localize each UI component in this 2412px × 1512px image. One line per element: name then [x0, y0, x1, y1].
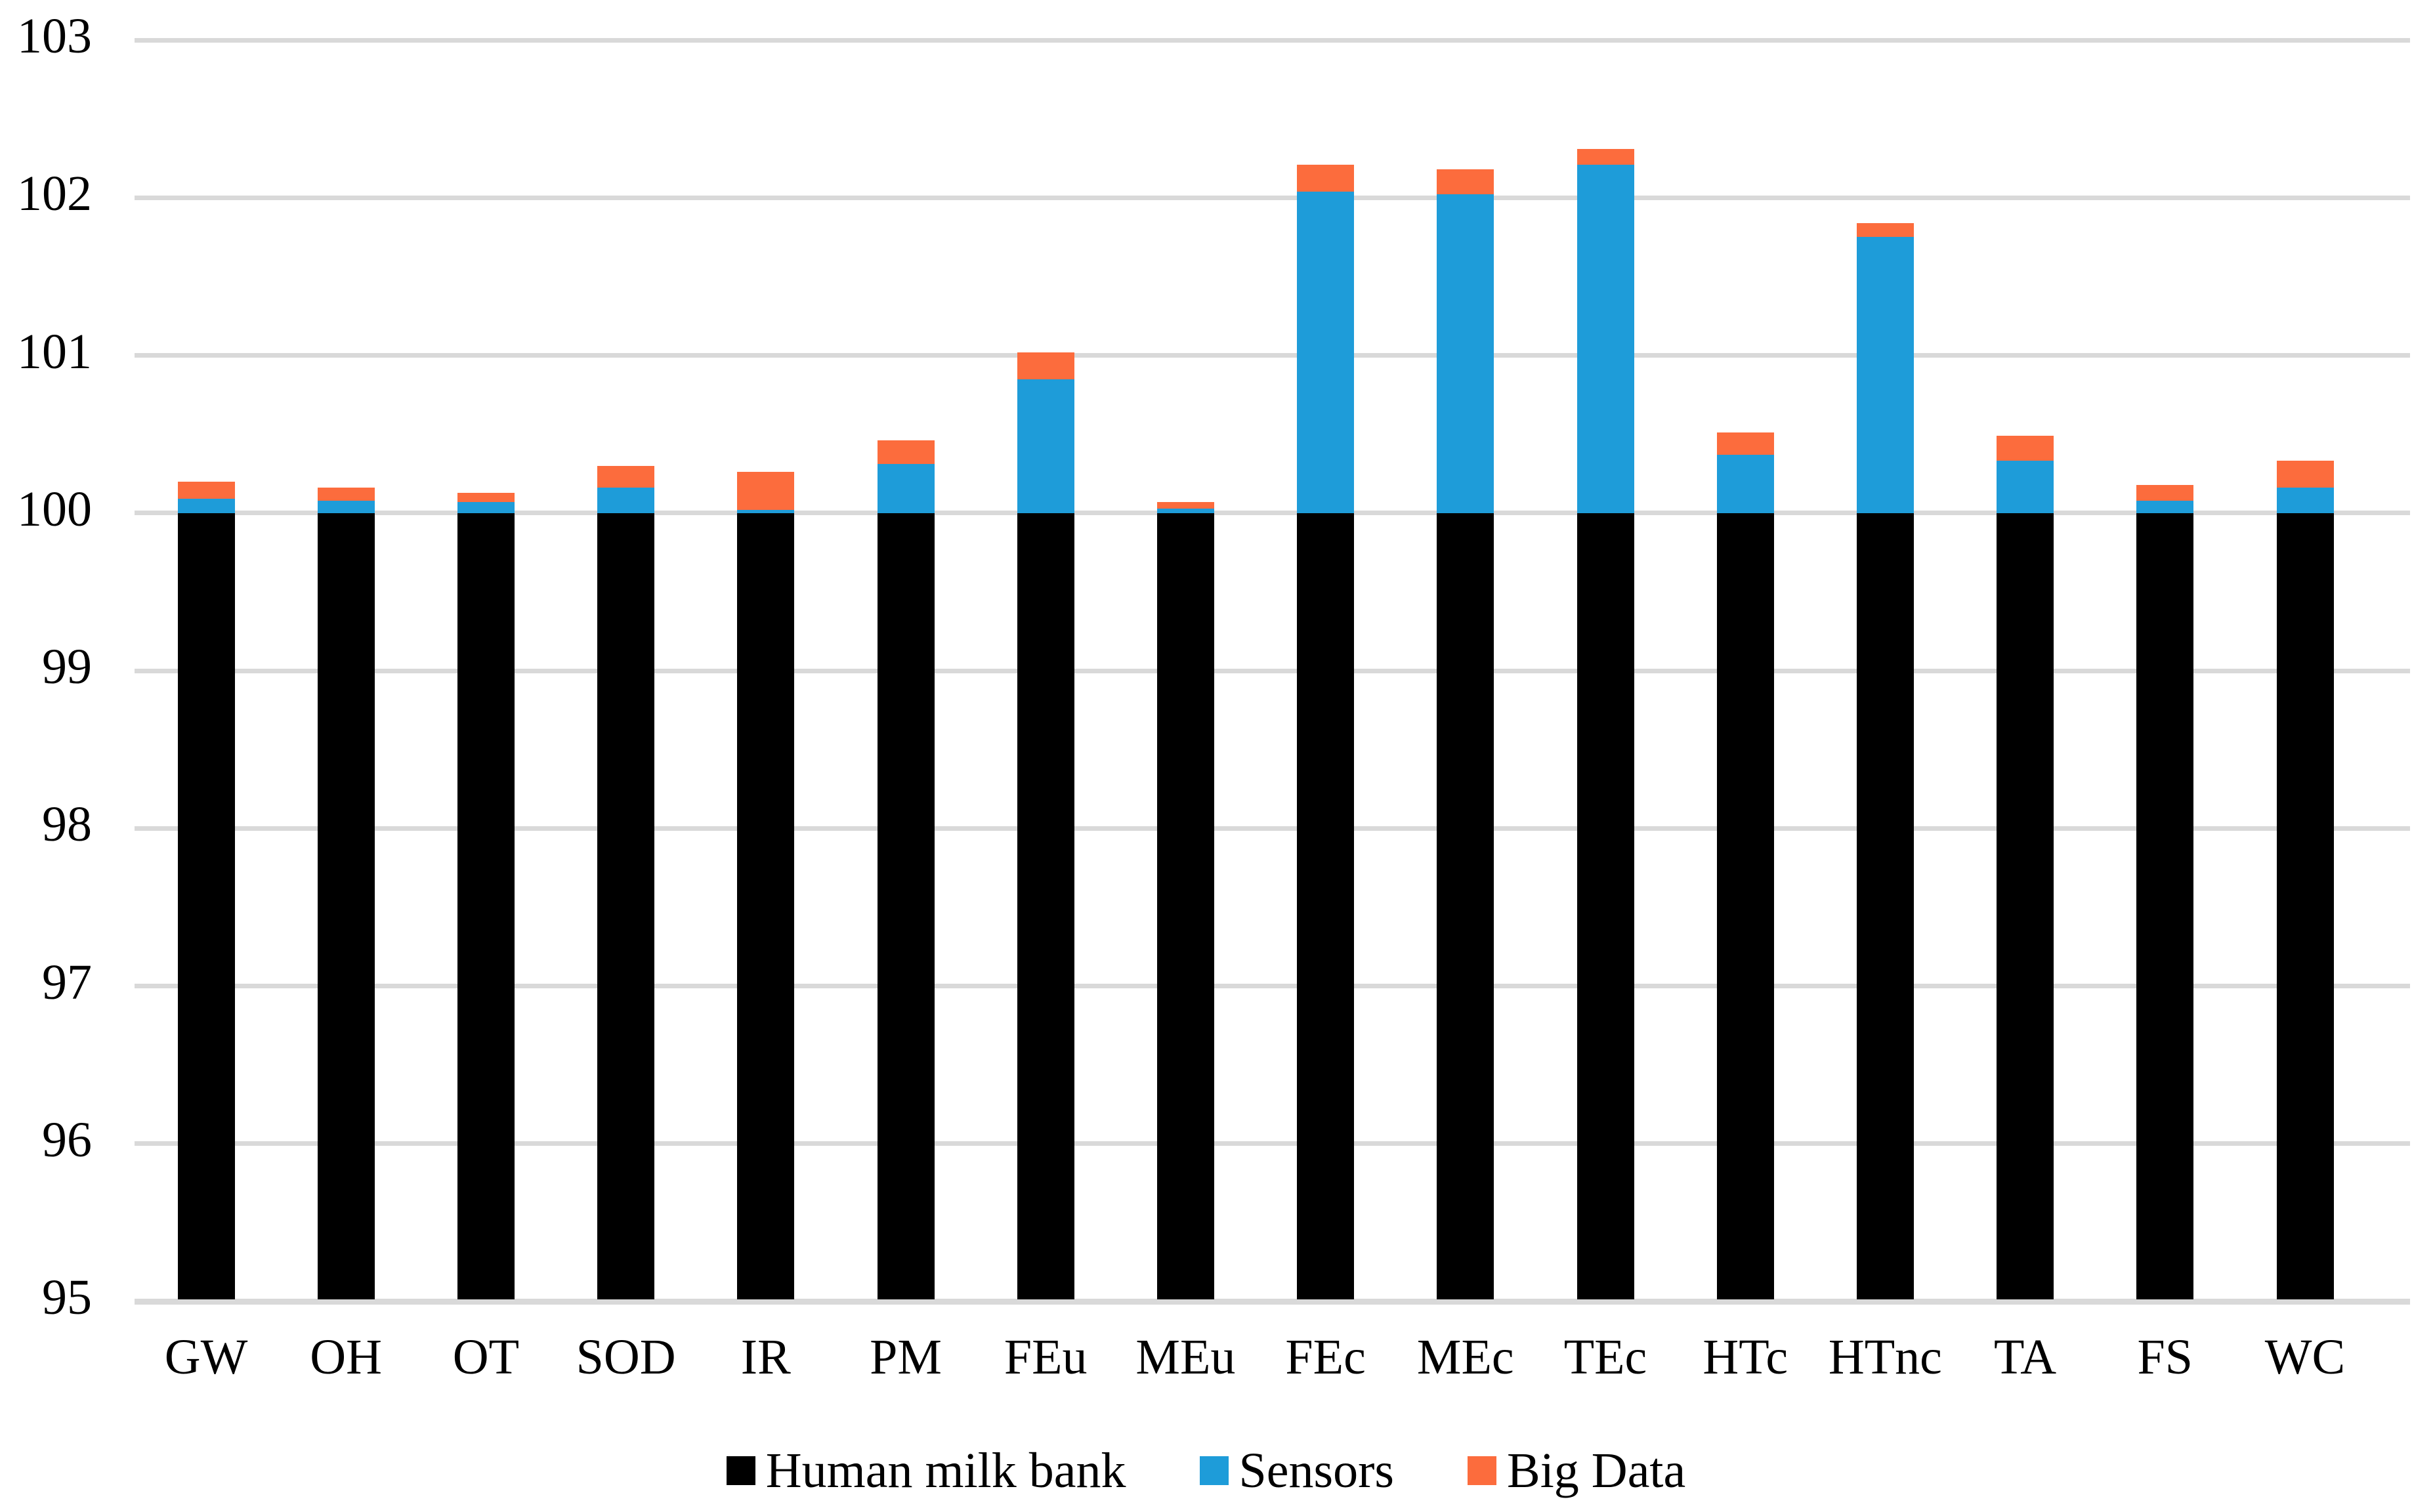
bar-segment-PM-sensors: [877, 464, 935, 513]
bar-segment-FEc-base: [1297, 513, 1355, 1299]
bar-segment-TA-big-data: [1997, 436, 2054, 461]
bar-segment-HTnc-sensors: [1856, 237, 1914, 513]
y-tick-label: 97: [42, 954, 92, 1010]
bar-segment-FEc-big-data: [1297, 164, 1355, 192]
bar-segment-MEc-base: [1437, 513, 1494, 1299]
bar-segment-GW-base: [177, 513, 235, 1299]
x-category-label: MEu: [1135, 1330, 1236, 1385]
bar-segment-IR-big-data: [737, 472, 795, 510]
bar-segment-OH-big-data: [317, 488, 375, 501]
bar-segment-WC-sensors: [2276, 488, 2334, 513]
y-tick-label: 95: [42, 1270, 92, 1325]
x-category-label: PM: [870, 1330, 942, 1385]
bar-segment-TEc-big-data: [1576, 148, 1634, 165]
legend: Human milk bank Sensors Big Data: [0, 1441, 2412, 1500]
legend-item-big-data: Big Data: [1468, 1444, 1685, 1497]
bar-segment-MEu-big-data: [1156, 501, 1214, 509]
bar-segment-OH-base: [317, 513, 375, 1299]
gridline: [135, 353, 2410, 358]
bar-segment-SOD-base: [597, 513, 655, 1299]
bar-segment-FEc-sensors: [1297, 191, 1355, 513]
gridline: [135, 37, 2410, 43]
bar-segment-GW-big-data: [177, 481, 235, 499]
bar-segment-HTc-big-data: [1716, 432, 1774, 455]
bar-segment-PM-big-data: [877, 440, 935, 465]
gridline: [135, 1141, 2410, 1146]
x-category-label: OT: [452, 1330, 520, 1385]
bar-segment-MEc-sensors: [1437, 194, 1494, 513]
bar-segment-HTnc-big-data: [1856, 222, 1914, 238]
y-tick-label: 100: [17, 481, 92, 537]
x-category-label: FS: [2137, 1330, 2193, 1385]
bar-segment-SOD-big-data: [597, 465, 655, 488]
bar-segment-OH-sensors: [317, 500, 375, 513]
x-category-label: OH: [310, 1330, 383, 1385]
x-category-label: MEc: [1416, 1330, 1514, 1385]
bar-segment-FS-big-data: [2136, 484, 2194, 501]
bar-segment-FEu-base: [1017, 513, 1074, 1299]
bar-segment-OT-big-data: [457, 492, 515, 502]
bar-segment-WC-base: [2276, 513, 2334, 1299]
legend-item-sensors: Sensors: [1199, 1443, 1394, 1498]
bar-segment-HTc-sensors: [1716, 454, 1774, 513]
bar-segment-PM-base: [877, 513, 935, 1299]
bar-segment-HTc-base: [1716, 513, 1774, 1299]
bar-segment-FEu-big-data: [1017, 352, 1074, 379]
y-tick-label: 103: [17, 9, 92, 64]
legend-label-big-data: Big Data: [1507, 1443, 1686, 1498]
legend-label-sensors: Sensors: [1238, 1443, 1394, 1498]
legend-swatch-sensors: [1199, 1456, 1229, 1485]
legend-swatch-big-data: [1468, 1456, 1496, 1485]
x-category-label: TA: [1993, 1330, 2057, 1385]
gridline: [135, 195, 2410, 200]
bar-segment-IR-base: [737, 513, 795, 1299]
x-category-label: GW: [164, 1330, 248, 1385]
gridline: [135, 511, 2410, 516]
bar-segment-TEc-base: [1576, 513, 1634, 1299]
bar-segment-GW-sensors: [177, 499, 235, 513]
gridline: [135, 826, 2410, 831]
bar-segment-SOD-sensors: [597, 488, 655, 513]
bar-segment-FS-sensors: [2136, 500, 2194, 513]
bar-segment-TEc-sensors: [1576, 164, 1634, 513]
x-category-label: HTc: [1703, 1330, 1788, 1385]
bar-segment-MEu-sensors: [1156, 508, 1214, 513]
x-category-label: IR: [740, 1330, 791, 1385]
gridline: [135, 668, 2410, 673]
bar-segment-TA-base: [1997, 513, 2054, 1299]
x-category-label: FEu: [1004, 1330, 1088, 1385]
x-category-label: WC: [2264, 1330, 2346, 1385]
x-category-label: FEc: [1285, 1330, 1366, 1385]
bar-segment-WC-big-data: [2276, 461, 2334, 488]
bar-segment-HTnc-base: [1856, 513, 1914, 1299]
bar-segment-MEu-base: [1156, 513, 1214, 1299]
x-category-label: TEc: [1563, 1330, 1647, 1385]
bar-segment-FEu-sensors: [1017, 379, 1074, 513]
bar-segment-OT-sensors: [457, 501, 515, 513]
bar-segment-OT-base: [457, 513, 515, 1299]
bar-segment-TA-sensors: [1997, 461, 2054, 513]
y-tick-label: 98: [42, 797, 92, 852]
legend-swatch-human-milk-bank: [726, 1456, 755, 1485]
bar-segment-FS-base: [2136, 513, 2194, 1299]
y-tick-label: 101: [17, 324, 92, 379]
x-axis-line: [135, 1298, 2410, 1305]
y-tick-label: 102: [17, 166, 92, 222]
y-tick-label: 99: [42, 639, 92, 694]
x-category-label: SOD: [576, 1330, 676, 1385]
legend-item-human-milk-bank: Human milk bank: [726, 1443, 1126, 1498]
y-tick-label: 96: [42, 1112, 92, 1167]
x-category-label: HTnc: [1828, 1330, 1942, 1385]
bar-segment-IR-sensors: [737, 509, 795, 513]
bar-segment-MEc-big-data: [1437, 169, 1494, 195]
legend-label-human-milk-bank: Human milk bank: [765, 1443, 1126, 1498]
gridline: [135, 984, 2410, 988]
